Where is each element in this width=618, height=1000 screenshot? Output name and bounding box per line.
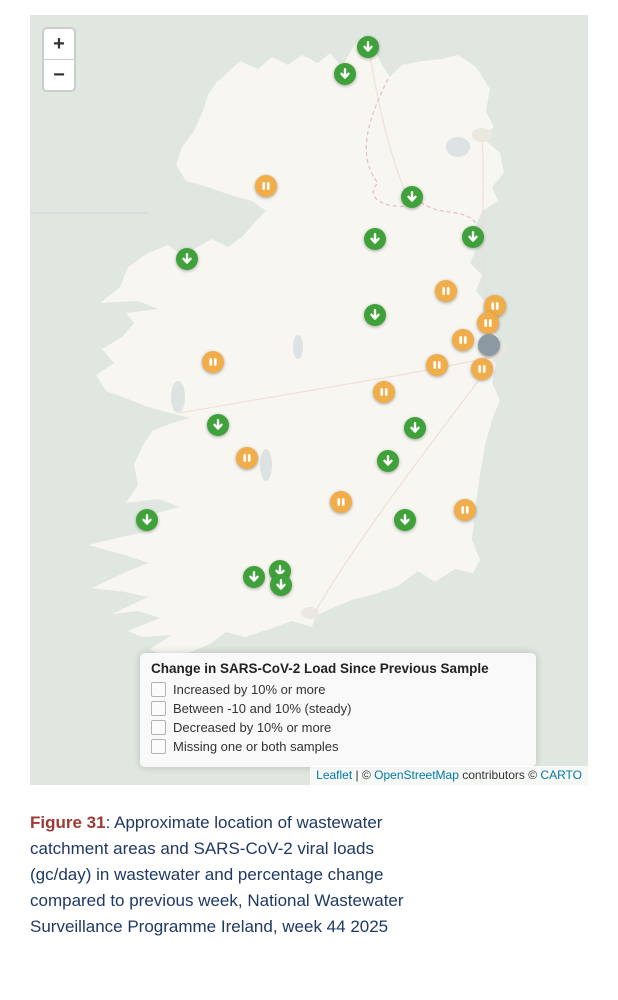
marker-steady[interactable] <box>373 381 395 403</box>
zoom-control: + − <box>42 27 76 92</box>
zoom-in-button[interactable]: + <box>44 29 74 59</box>
marker-decreased[interactable] <box>394 509 416 531</box>
arrow-down-icon <box>383 455 393 466</box>
legend-checkbox[interactable] <box>151 739 166 754</box>
arrow-down-icon <box>468 231 478 242</box>
lake <box>446 137 470 157</box>
arrow-down-icon <box>182 253 192 264</box>
marker-decreased[interactable] <box>334 63 356 85</box>
caption-text: : Approximate location of wastewater cat… <box>30 813 404 936</box>
lake <box>171 381 185 413</box>
pause-icon <box>484 319 492 327</box>
legend-item-increased[interactable]: Increased by 10% or more <box>151 682 525 697</box>
lake <box>260 449 272 481</box>
arrow-down-icon <box>213 419 223 430</box>
marker-steady[interactable] <box>452 329 474 351</box>
pause-icon <box>461 506 469 514</box>
ni-border <box>365 78 477 224</box>
figure-label: Figure 31 <box>30 813 106 832</box>
marker-decreased[interactable] <box>270 574 292 596</box>
pause-icon <box>442 287 450 295</box>
legend-checkbox[interactable] <box>151 701 166 716</box>
attribution-link[interactable]: OpenStreetMap <box>374 768 459 782</box>
marker-decreased[interactable] <box>364 304 386 326</box>
marker-steady[interactable] <box>255 175 277 197</box>
pause-icon <box>209 358 217 366</box>
urban-area <box>472 128 492 142</box>
marker-steady[interactable] <box>471 358 493 380</box>
legend-items: Increased by 10% or more Between -10 and … <box>151 682 525 754</box>
pause-icon <box>491 302 499 310</box>
marker-decreased[interactable] <box>357 36 379 58</box>
legend-item-decreased[interactable]: Decreased by 10% or more <box>151 720 525 735</box>
marker-steady[interactable] <box>435 280 457 302</box>
legend-checkbox[interactable] <box>151 682 166 697</box>
marker-steady[interactable] <box>202 351 224 373</box>
marker-steady[interactable] <box>330 491 352 513</box>
figure-caption: Figure 31: Approximate location of waste… <box>30 810 420 940</box>
marker-decreased[interactable] <box>176 248 198 270</box>
zoom-out-button[interactable]: − <box>44 59 74 90</box>
arrow-down-icon <box>407 191 417 202</box>
marker-steady[interactable] <box>454 499 476 521</box>
marker-decreased[interactable] <box>364 228 386 250</box>
legend-checkbox[interactable] <box>151 720 166 735</box>
attribution: Leaflet | © OpenStreetMap contributors ©… <box>310 766 588 785</box>
legend-label: Between -10 and 10% (steady) <box>173 701 352 716</box>
map-canvas[interactable] <box>30 15 588 785</box>
urban-area <box>301 607 319 619</box>
pause-icon <box>459 336 467 344</box>
pause-icon <box>243 454 251 462</box>
road <box>314 359 495 613</box>
marker-decreased[interactable] <box>401 186 423 208</box>
attribution-link[interactable]: Leaflet <box>316 768 353 782</box>
arrow-down-icon <box>370 309 380 320</box>
marker-layer <box>30 15 588 785</box>
attribution-text: contributors © <box>458 768 541 782</box>
arrow-down-icon <box>370 233 380 244</box>
legend-label: Decreased by 10% or more <box>173 720 332 735</box>
marker-decreased[interactable] <box>136 509 158 531</box>
arrow-down-icon <box>276 579 286 590</box>
legend: Change in SARS-CoV-2 Load Since Previous… <box>140 653 536 767</box>
pause-icon <box>337 498 345 506</box>
marker-decreased[interactable] <box>462 226 484 248</box>
legend-label: Missing one or both samples <box>173 739 339 754</box>
arrow-down-icon <box>410 422 420 433</box>
arrow-down-icon <box>142 514 152 525</box>
marker-decreased[interactable] <box>377 450 399 472</box>
map[interactable]: + − Change in SARS-CoV-2 Load Since Prev… <box>30 15 588 785</box>
arrow-down-icon <box>363 41 373 52</box>
marker-decreased[interactable] <box>207 414 229 436</box>
arrow-down-icon <box>340 68 350 79</box>
arrow-down-icon <box>400 514 410 525</box>
pause-icon <box>433 361 441 369</box>
marker-missing[interactable] <box>478 334 500 356</box>
attribution-link[interactable]: CARTO <box>540 768 582 782</box>
pause-icon <box>380 388 388 396</box>
attribution-text: | © <box>352 768 375 782</box>
marker-steady[interactable] <box>477 312 499 334</box>
road <box>179 356 493 414</box>
arrow-down-icon <box>249 571 259 582</box>
marker-steady[interactable] <box>426 354 448 376</box>
legend-item-missing[interactable]: Missing one or both samples <box>151 739 525 754</box>
marker-decreased[interactable] <box>243 566 265 588</box>
marker-decreased[interactable] <box>404 417 426 439</box>
marker-steady[interactable] <box>484 295 506 317</box>
pause-icon <box>262 182 270 190</box>
marker-steady[interactable] <box>236 447 258 469</box>
pause-icon <box>478 365 486 373</box>
legend-label: Increased by 10% or more <box>173 682 326 697</box>
legend-title: Change in SARS-CoV-2 Load Since Previous… <box>151 661 489 676</box>
legend-item-steady[interactable]: Between -10 and 10% (steady) <box>151 701 525 716</box>
lake <box>293 335 303 359</box>
